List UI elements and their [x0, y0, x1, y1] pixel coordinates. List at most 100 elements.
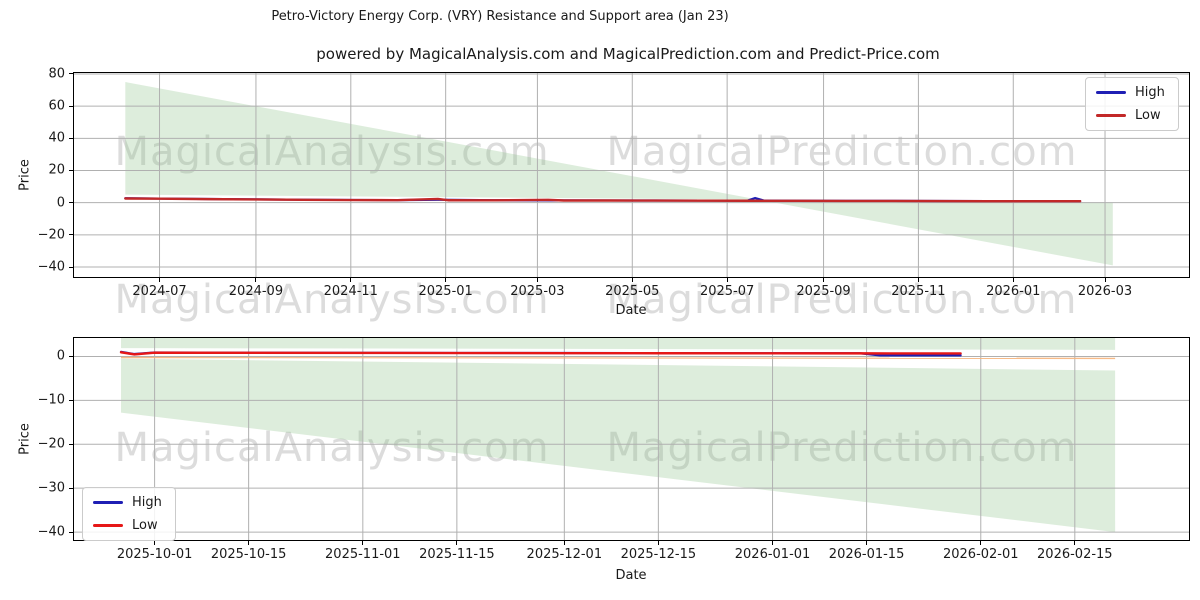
legend-bottom: High Low	[82, 487, 176, 541]
x-tick-mark	[772, 541, 774, 545]
x-tick-label: 2024-07	[132, 284, 187, 299]
bottom-chart-svg	[74, 338, 1189, 540]
x-tick-label: 2025-12-15	[620, 547, 697, 562]
support-resistance-band	[125, 82, 1113, 266]
y-tick-label: −40	[37, 524, 65, 540]
legend-top: High Low	[1085, 77, 1179, 131]
legend-entry-high: High	[1096, 85, 1165, 100]
watermark-magicalprediction: MagicalPrediction.com	[606, 129, 1078, 175]
legend-entry-low: Low	[1096, 108, 1165, 123]
low-line-swatch	[1096, 114, 1126, 117]
y-tick-mark	[69, 73, 73, 75]
y-tick-mark	[69, 169, 73, 171]
x-tick-mark	[445, 278, 447, 282]
legend-entry-high: High	[93, 495, 162, 510]
x-tick-label: 2026-02-01	[942, 547, 1019, 562]
x-tick-label: 2025-03	[510, 284, 565, 299]
watermark-magicalanalysis: MagicalAnalysis.com	[114, 129, 549, 175]
x-tick-mark	[248, 541, 250, 545]
x-tick-mark	[1012, 278, 1014, 282]
legend-high-label: High	[1135, 85, 1165, 100]
x-tick-mark	[563, 541, 565, 545]
x-tick-label: 2025-10-15	[210, 547, 287, 562]
x-tick-mark	[159, 278, 161, 282]
bottom-chart-plot-area	[73, 337, 1190, 541]
support-resistance-band	[121, 338, 1116, 350]
top-chart-svg	[74, 73, 1189, 277]
x-tick-mark	[980, 541, 982, 545]
x-tick-label: 2025-01	[418, 284, 473, 299]
figure-title: Petro-Victory Energy Corp. (VRY) Resista…	[271, 9, 729, 24]
x-tick-mark	[657, 541, 659, 545]
y-tick-mark	[69, 487, 73, 489]
y-tick-label: 40	[48, 130, 65, 146]
watermark-magicalanalysis: MagicalAnalysis.com	[114, 425, 550, 471]
mid-reference-line	[121, 356, 1116, 360]
low-line	[124, 197, 1082, 203]
y-axis-label-bottom: Price	[17, 423, 33, 455]
x-tick-label: 2025-10-01	[116, 547, 193, 562]
x-tick-label: 2024-11	[323, 284, 378, 299]
support-resistance-band	[121, 358, 1116, 533]
x-tick-mark	[917, 278, 919, 282]
watermark-magicalprediction: MagicalPrediction.com	[607, 425, 1078, 471]
top-chart-plot-area	[73, 72, 1190, 278]
x-tick-mark	[1104, 278, 1106, 282]
x-tick-mark	[823, 278, 825, 282]
y-tick-label: −40	[37, 259, 65, 275]
low-line	[119, 351, 962, 356]
legend-high-label: High	[132, 495, 162, 510]
x-tick-mark	[350, 278, 352, 282]
y-tick-mark	[69, 531, 73, 533]
y-tick-mark	[69, 105, 73, 107]
x-tick-mark	[726, 278, 728, 282]
watermark-magicalanalysis: MagicalAnalysis.com	[114, 277, 550, 323]
x-tick-label: 2026-03	[1077, 284, 1133, 299]
x-tick-mark	[255, 278, 257, 282]
x-tick-label: 2026-01	[986, 284, 1041, 299]
high-line-swatch	[1096, 91, 1126, 94]
y-tick-mark	[69, 443, 73, 445]
x-tick-label: 2025-11	[891, 284, 946, 299]
low-line-swatch	[93, 524, 123, 527]
y-tick-label: 60	[48, 98, 65, 114]
x-tick-label: 2025-12-01	[526, 547, 603, 562]
legend-entry-low: Low	[93, 518, 162, 533]
y-tick-mark	[69, 137, 73, 139]
x-tick-label: 2025-11-15	[419, 547, 495, 562]
x-tick-mark	[536, 278, 538, 282]
y-tick-label: −30	[37, 480, 65, 496]
x-tick-label: 2026-02-15	[1037, 547, 1113, 562]
y-tick-label: −20	[37, 436, 65, 452]
y-tick-label: −10	[37, 392, 65, 408]
x-tick-mark	[154, 541, 156, 545]
x-tick-label: 2025-11-01	[325, 547, 401, 562]
x-tick-mark	[866, 541, 868, 545]
figure-subtitle: powered by MagicalAnalysis.com and Magic…	[316, 45, 940, 63]
x-tick-label: 2025-07	[699, 284, 755, 299]
x-tick-mark	[456, 541, 458, 545]
y-tick-label: 0	[56, 348, 65, 364]
watermark-magicalprediction: MagicalPrediction.com	[606, 277, 1078, 323]
y-tick-mark	[69, 355, 73, 357]
x-axis-label-bottom: Date	[615, 568, 647, 583]
x-axis-label-top: Date	[615, 303, 647, 318]
x-tick-label: 2025-05	[605, 284, 660, 299]
x-tick-mark	[1074, 541, 1076, 545]
y-tick-label: −20	[37, 227, 65, 243]
y-tick-mark	[69, 266, 73, 268]
x-tick-label: 2025-09	[796, 284, 851, 299]
high-line-swatch	[93, 501, 123, 504]
y-tick-mark	[69, 234, 73, 236]
x-tick-mark	[631, 278, 633, 282]
legend-low-label: Low	[132, 518, 158, 533]
y-tick-label: 80	[48, 66, 65, 82]
x-tick-label: 2024-09	[228, 284, 284, 299]
y-tick-label: 20	[48, 162, 65, 178]
legend-low-label: Low	[1135, 108, 1161, 123]
x-tick-label: 2026-01-01	[734, 547, 811, 562]
y-tick-mark	[69, 202, 73, 204]
x-tick-mark	[362, 541, 364, 545]
y-tick-mark	[69, 399, 73, 401]
